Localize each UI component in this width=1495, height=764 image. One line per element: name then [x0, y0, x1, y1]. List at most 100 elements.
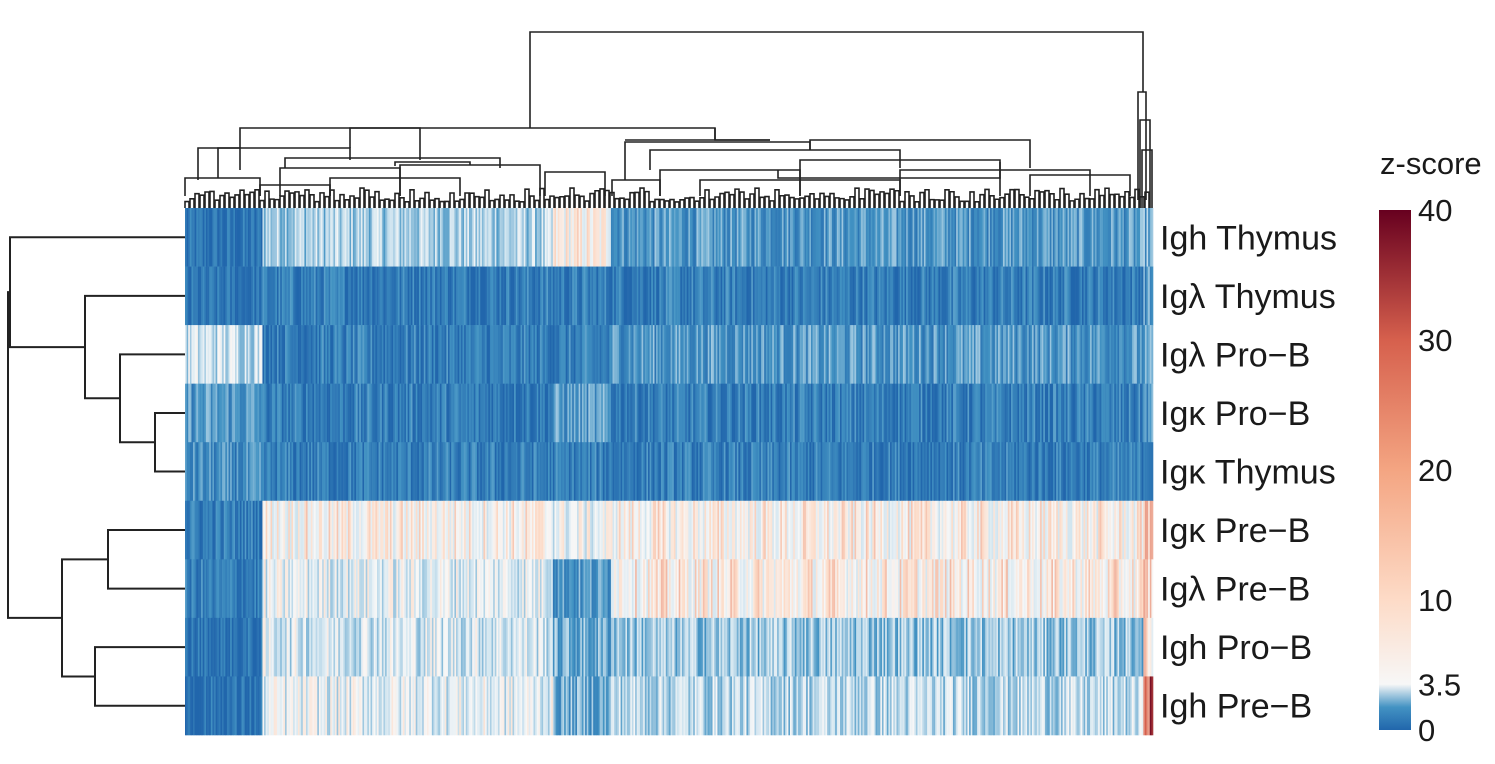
heatmap-cell — [197, 442, 200, 502]
heatmap-cell — [638, 559, 641, 619]
heatmap-cell — [276, 266, 279, 326]
heatmap-cell — [585, 325, 588, 384]
heatmap-cell — [752, 500, 755, 560]
heatmap-cell — [326, 266, 329, 326]
heatmap-cell — [765, 383, 768, 443]
heatmap-cell — [255, 442, 258, 502]
heatmap-cell — [509, 383, 512, 443]
heatmap-cell — [635, 325, 638, 384]
heatmap-cell — [652, 266, 655, 326]
heatmap-cell — [909, 383, 912, 443]
heatmap-cell — [996, 500, 999, 560]
heatmap-cell — [297, 383, 300, 443]
heatmap-cell — [819, 617, 821, 677]
heatmap-cell — [528, 266, 531, 326]
heatmap-cell — [723, 500, 726, 560]
heatmap-cell — [389, 325, 392, 384]
heatmap-cell — [581, 266, 584, 326]
heatmap-cell — [735, 442, 738, 502]
heatmap-cell — [422, 617, 425, 677]
heatmap-cell — [525, 266, 528, 326]
heatmap-cell — [578, 617, 581, 677]
heatmap-cell — [385, 266, 387, 326]
heatmap-cell — [525, 500, 528, 560]
heatmap-cell — [1120, 383, 1123, 443]
heatmap-cell — [414, 325, 416, 384]
heatmap-cell — [307, 266, 310, 326]
heatmap-cell — [1133, 442, 1136, 502]
heatmap-cell — [409, 559, 412, 619]
dendrogram-branch — [979, 193, 985, 208]
heatmap-cell — [436, 617, 439, 677]
heatmap-cell — [401, 500, 404, 560]
heatmap-cell — [715, 500, 718, 560]
heatmap-cell — [309, 500, 312, 560]
heatmap-cell — [493, 383, 496, 443]
heatmap-cell — [775, 617, 778, 677]
heatmap-cell — [1011, 442, 1013, 502]
heatmap-cell — [1059, 442, 1062, 502]
heatmap-cell — [565, 266, 568, 326]
heatmap-cell — [840, 559, 842, 619]
dendrogram-branch — [1049, 193, 1055, 208]
heatmap-cell — [940, 208, 942, 267]
heatmap-cell — [1052, 266, 1055, 326]
heatmap-cell — [649, 442, 652, 502]
heatmap-cell — [222, 500, 225, 560]
heatmap-cell — [185, 559, 187, 619]
heatmap-cell — [614, 617, 617, 677]
heatmap-cell — [380, 559, 383, 619]
heatmap-cell — [923, 500, 926, 560]
dendrogram-branch — [449, 192, 455, 208]
heatmap-cell — [906, 325, 909, 384]
heatmap-cell — [678, 442, 681, 502]
heatmap-cell — [610, 266, 613, 326]
heatmap-cell — [644, 559, 647, 619]
heatmap-cell — [225, 500, 228, 560]
heatmap-cell — [928, 500, 931, 560]
heatmap-cell — [389, 266, 392, 326]
heatmap-cell — [326, 325, 329, 384]
dendrogram-branch — [329, 177, 461, 196]
dendrogram-branch — [474, 195, 480, 208]
heatmap-cell — [1041, 383, 1044, 443]
heatmap-cell — [289, 266, 292, 326]
heatmap-cell — [1004, 442, 1007, 502]
heatmap-cell — [841, 617, 844, 677]
heatmap-cell — [396, 617, 399, 677]
heatmap-cell — [235, 617, 237, 677]
heatmap-cell — [218, 325, 221, 384]
heatmap-cell — [486, 208, 489, 267]
heatmap-cell — [730, 559, 733, 619]
heatmap-cell — [188, 442, 191, 502]
dendrogram-branch — [414, 200, 420, 208]
heatmap-cell — [706, 442, 709, 502]
heatmap-cell — [368, 442, 371, 502]
heatmap-cell — [870, 617, 873, 677]
heatmap-cell — [836, 442, 839, 502]
heatmap-cell — [506, 442, 508, 502]
heatmap-cell — [860, 266, 863, 326]
heatmap-cell — [677, 559, 679, 619]
heatmap-cell — [257, 442, 260, 502]
heatmap-cell — [510, 208, 513, 267]
heatmap-cell — [788, 383, 791, 443]
heatmap-cell — [788, 617, 791, 677]
heatmap-cell — [591, 383, 594, 443]
heatmap-cell — [525, 383, 528, 443]
heatmap-cell — [981, 266, 984, 326]
heatmap-cell — [930, 325, 933, 384]
heatmap-cell — [541, 559, 544, 619]
heatmap-cell — [946, 325, 949, 384]
heatmap-cell — [418, 266, 421, 326]
heatmap-cell — [1094, 208, 1097, 267]
heatmap-cell — [467, 442, 470, 502]
heatmap-cell — [1033, 559, 1036, 619]
heatmap-cell — [641, 559, 644, 619]
heatmap-cell — [354, 383, 357, 443]
heatmap-cell — [727, 559, 729, 619]
heatmap-cell — [902, 266, 905, 326]
heatmap-cell — [254, 617, 257, 677]
heatmap-cell — [441, 500, 444, 560]
heatmap-cell — [215, 325, 218, 384]
